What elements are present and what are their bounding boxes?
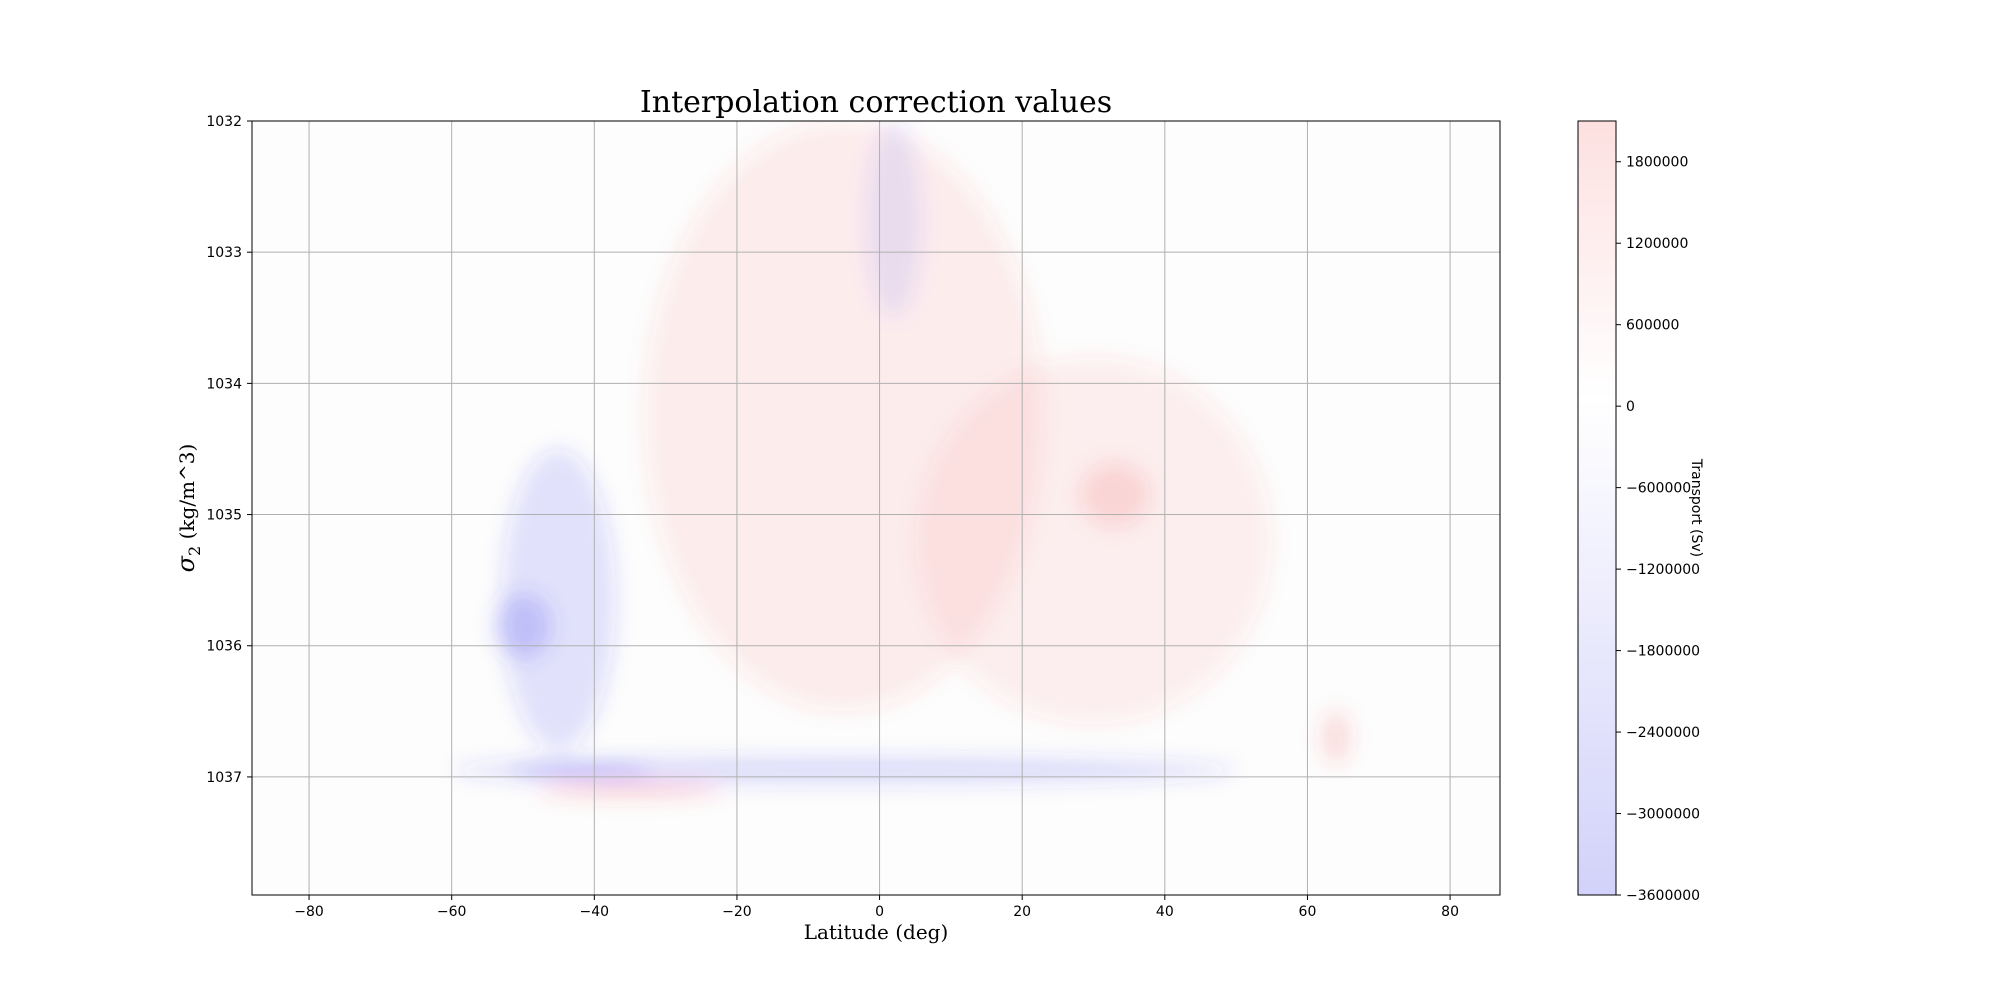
- heatmap-patch-9: [1321, 711, 1351, 764]
- heatmap-patch-1: [915, 357, 1272, 725]
- heatmap-patch-4: [501, 448, 616, 751]
- x-tick-label: −60: [437, 904, 467, 920]
- plot-area: −80 −60 −40 −20 0 20 40 60 80 103210331034103510…: [206, 114, 1501, 920]
- x-axis-ticks: −80 −60 −40 −20 0 20 40 60 80: [294, 895, 1459, 920]
- colorbar-tick-label: −600000: [1626, 481, 1691, 497]
- colorbar-tick-label: −1800000: [1626, 644, 1700, 660]
- plot-frame: [251, 120, 1501, 896]
- colorbar: 1800000 1200000 600000 0 −600000 −1200000 −180…: [1577, 120, 1704, 904]
- y-axis-label: σ2 (kg/m^3): [172, 444, 204, 573]
- x-tick-label: 60: [1299, 904, 1317, 920]
- heatmap-layer: [451, 121, 1351, 797]
- x-tick-label: 0: [875, 904, 884, 920]
- y-axis-label-units: (kg/m^3): [175, 444, 199, 546]
- colorbar-tick-label: −1200000: [1626, 562, 1700, 578]
- y-axis-ticks: 1032 1033 1034 1035 1036 1037: [206, 114, 252, 786]
- x-tick-label: −20: [722, 904, 752, 920]
- heatmap-patch-3: [865, 121, 923, 318]
- heatmap-patch-5: [494, 593, 552, 659]
- colorbar-tick-label: 0: [1626, 399, 1635, 415]
- y-axis-label-subscript: 2: [185, 546, 204, 556]
- y-tick-label: 1033: [206, 245, 242, 261]
- heatmap-patch-7: [508, 763, 652, 777]
- colorbar-tick-label: −3000000: [1626, 807, 1700, 823]
- colorbar-tick-label: 1800000: [1626, 155, 1688, 171]
- x-tick-label: 20: [1013, 904, 1031, 920]
- x-tick-label: −80: [294, 904, 324, 920]
- y-tick-label: 1032: [206, 114, 242, 130]
- colorbar-tick-label: −3600000: [1626, 888, 1700, 904]
- x-tick-label: 80: [1441, 904, 1459, 920]
- x-tick-label: −40: [580, 904, 610, 920]
- x-tick-label: 40: [1156, 904, 1174, 920]
- y-tick-label: 1035: [206, 508, 242, 524]
- colorbar-tick-label: 600000: [1626, 318, 1679, 334]
- y-tick-label: 1034: [206, 376, 242, 392]
- heatmap-patch-8: [537, 783, 723, 797]
- colorbar-gradient: [1577, 120, 1617, 896]
- colorbar-tick-label: −2400000: [1626, 725, 1700, 741]
- chart-title: Interpolation correction values: [640, 85, 1112, 120]
- heatmap-patch-2: [1079, 462, 1151, 528]
- y-axis-label-symbol: σ: [172, 555, 200, 572]
- colorbar-ticks: 1800000 1200000 600000 0 −600000 −1200000 −180…: [1616, 155, 1700, 904]
- y-tick-label: 1037: [206, 770, 242, 786]
- y-tick-label: 1036: [206, 639, 242, 655]
- colorbar-tick-label: 1200000: [1626, 236, 1688, 252]
- colorbar-label: Transport (Sv): [1688, 458, 1704, 557]
- x-axis-label: Latitude (deg): [804, 920, 949, 944]
